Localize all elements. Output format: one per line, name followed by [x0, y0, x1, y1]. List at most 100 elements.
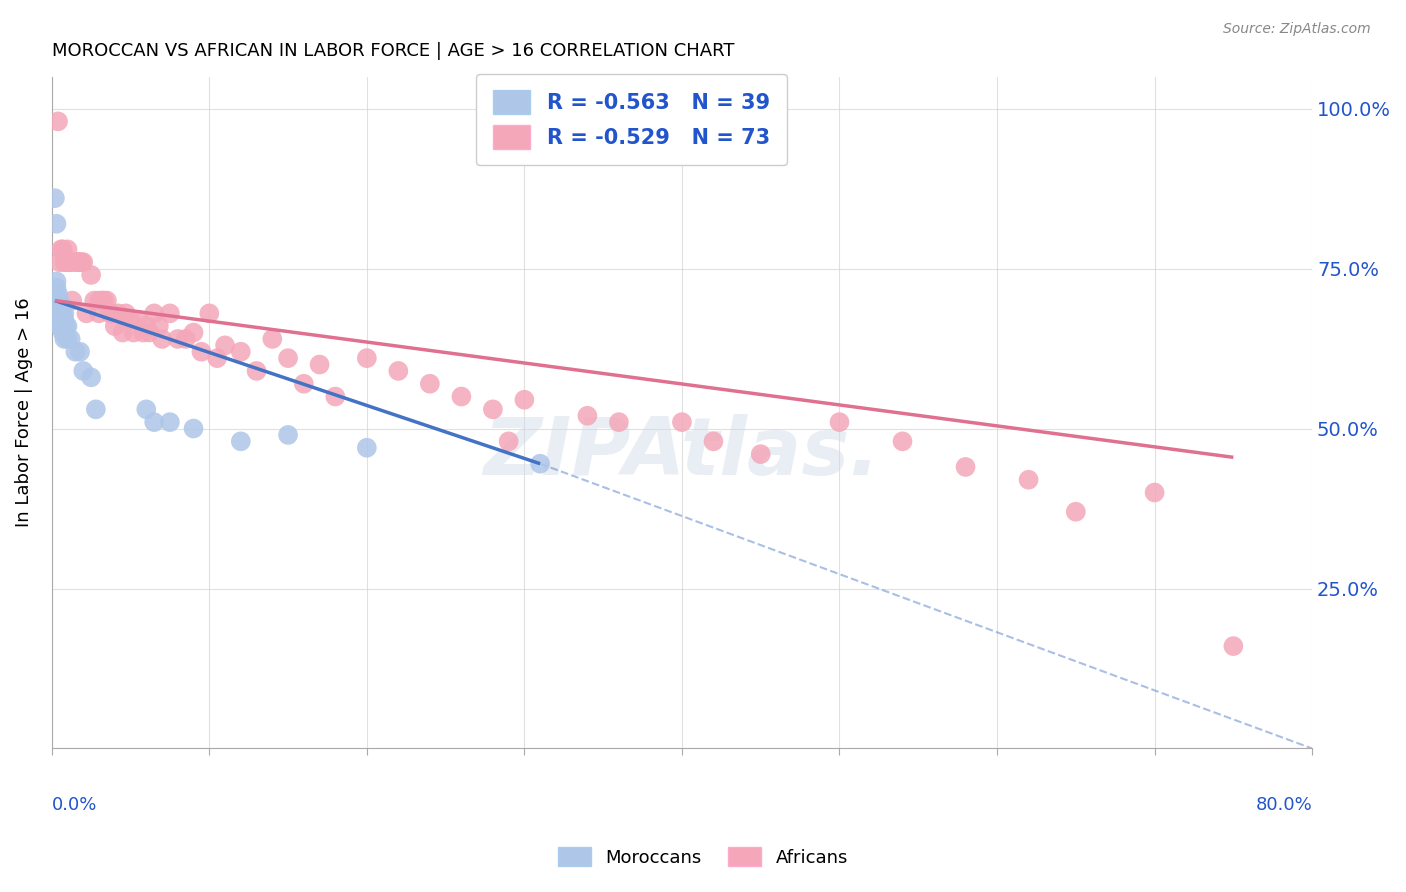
Point	[148, 319, 170, 334]
Point	[229, 344, 252, 359]
Point	[325, 390, 347, 404]
Point	[53, 255, 76, 269]
Point	[387, 364, 409, 378]
Point	[67, 255, 90, 269]
Point	[70, 255, 93, 269]
Point	[66, 255, 89, 269]
Point	[53, 332, 76, 346]
Point	[96, 293, 118, 308]
Point	[46, 114, 69, 128]
Point	[262, 332, 284, 346]
Point	[1143, 485, 1166, 500]
Point	[44, 191, 66, 205]
Point	[45, 274, 67, 288]
Point	[91, 293, 114, 308]
Point	[87, 306, 110, 320]
Point	[607, 415, 630, 429]
Point	[1222, 639, 1244, 653]
Point	[48, 319, 70, 334]
Point	[143, 415, 166, 429]
Point	[51, 243, 73, 257]
Point	[52, 300, 75, 314]
Y-axis label: In Labor Force | Age > 16: In Labor Force | Age > 16	[15, 298, 32, 527]
Point	[56, 319, 79, 334]
Point	[59, 255, 82, 269]
Point	[513, 392, 536, 407]
Point	[80, 370, 103, 384]
Point	[702, 434, 724, 449]
Point	[98, 306, 121, 320]
Point	[132, 326, 155, 340]
Point	[183, 421, 205, 435]
Point	[72, 255, 94, 269]
Point	[482, 402, 505, 417]
Point	[308, 358, 330, 372]
Point	[166, 332, 188, 346]
Point	[93, 293, 115, 308]
Point	[51, 306, 73, 320]
Point	[143, 306, 166, 320]
Point	[174, 332, 197, 346]
Point	[159, 415, 181, 429]
Point	[46, 287, 69, 301]
Point	[52, 312, 75, 326]
Point	[111, 326, 134, 340]
Point	[277, 428, 299, 442]
Point	[69, 344, 91, 359]
Point	[55, 255, 77, 269]
Point	[828, 415, 851, 429]
Point	[65, 255, 87, 269]
Point	[45, 217, 67, 231]
Point	[292, 376, 315, 391]
Point	[277, 351, 299, 366]
Point	[48, 255, 70, 269]
Point	[55, 319, 77, 334]
Point	[450, 390, 472, 404]
Point	[45, 281, 67, 295]
Point	[576, 409, 599, 423]
Point	[52, 326, 75, 340]
Point	[150, 332, 173, 346]
Text: ZIPAtlas.: ZIPAtlas.	[484, 414, 880, 491]
Point	[122, 326, 145, 340]
Point	[80, 268, 103, 282]
Point	[75, 306, 97, 320]
Point	[138, 326, 160, 340]
Point	[59, 332, 82, 346]
Point	[671, 415, 693, 429]
Point	[100, 306, 122, 320]
Point	[159, 306, 181, 320]
Point	[48, 306, 70, 320]
Point	[48, 293, 70, 308]
Point	[229, 434, 252, 449]
Point	[955, 459, 977, 474]
Point	[1064, 505, 1087, 519]
Point	[65, 344, 87, 359]
Point	[48, 300, 70, 314]
Point	[1018, 473, 1040, 487]
Point	[205, 351, 228, 366]
Point	[749, 447, 772, 461]
Point	[135, 402, 157, 417]
Point	[498, 434, 520, 449]
Point	[135, 319, 157, 334]
Point	[183, 326, 205, 340]
Point	[51, 300, 73, 314]
Point	[120, 312, 142, 326]
Text: Source: ZipAtlas.com: Source: ZipAtlas.com	[1223, 22, 1371, 37]
Point	[51, 319, 73, 334]
Point	[356, 441, 378, 455]
Point	[58, 255, 80, 269]
Point	[69, 255, 91, 269]
Text: 0.0%: 0.0%	[52, 796, 97, 814]
Point	[356, 351, 378, 366]
Legend: R = -0.563   N = 39, R = -0.529   N = 73: R = -0.563 N = 39, R = -0.529 N = 73	[477, 73, 787, 165]
Point	[107, 306, 129, 320]
Point	[87, 293, 110, 308]
Point	[53, 306, 76, 320]
Point	[529, 457, 551, 471]
Text: MOROCCAN VS AFRICAN IN LABOR FORCE | AGE > 16 CORRELATION CHART: MOROCCAN VS AFRICAN IN LABOR FORCE | AGE…	[52, 42, 734, 60]
Point	[104, 319, 127, 334]
Point	[56, 332, 79, 346]
Point	[53, 312, 76, 326]
